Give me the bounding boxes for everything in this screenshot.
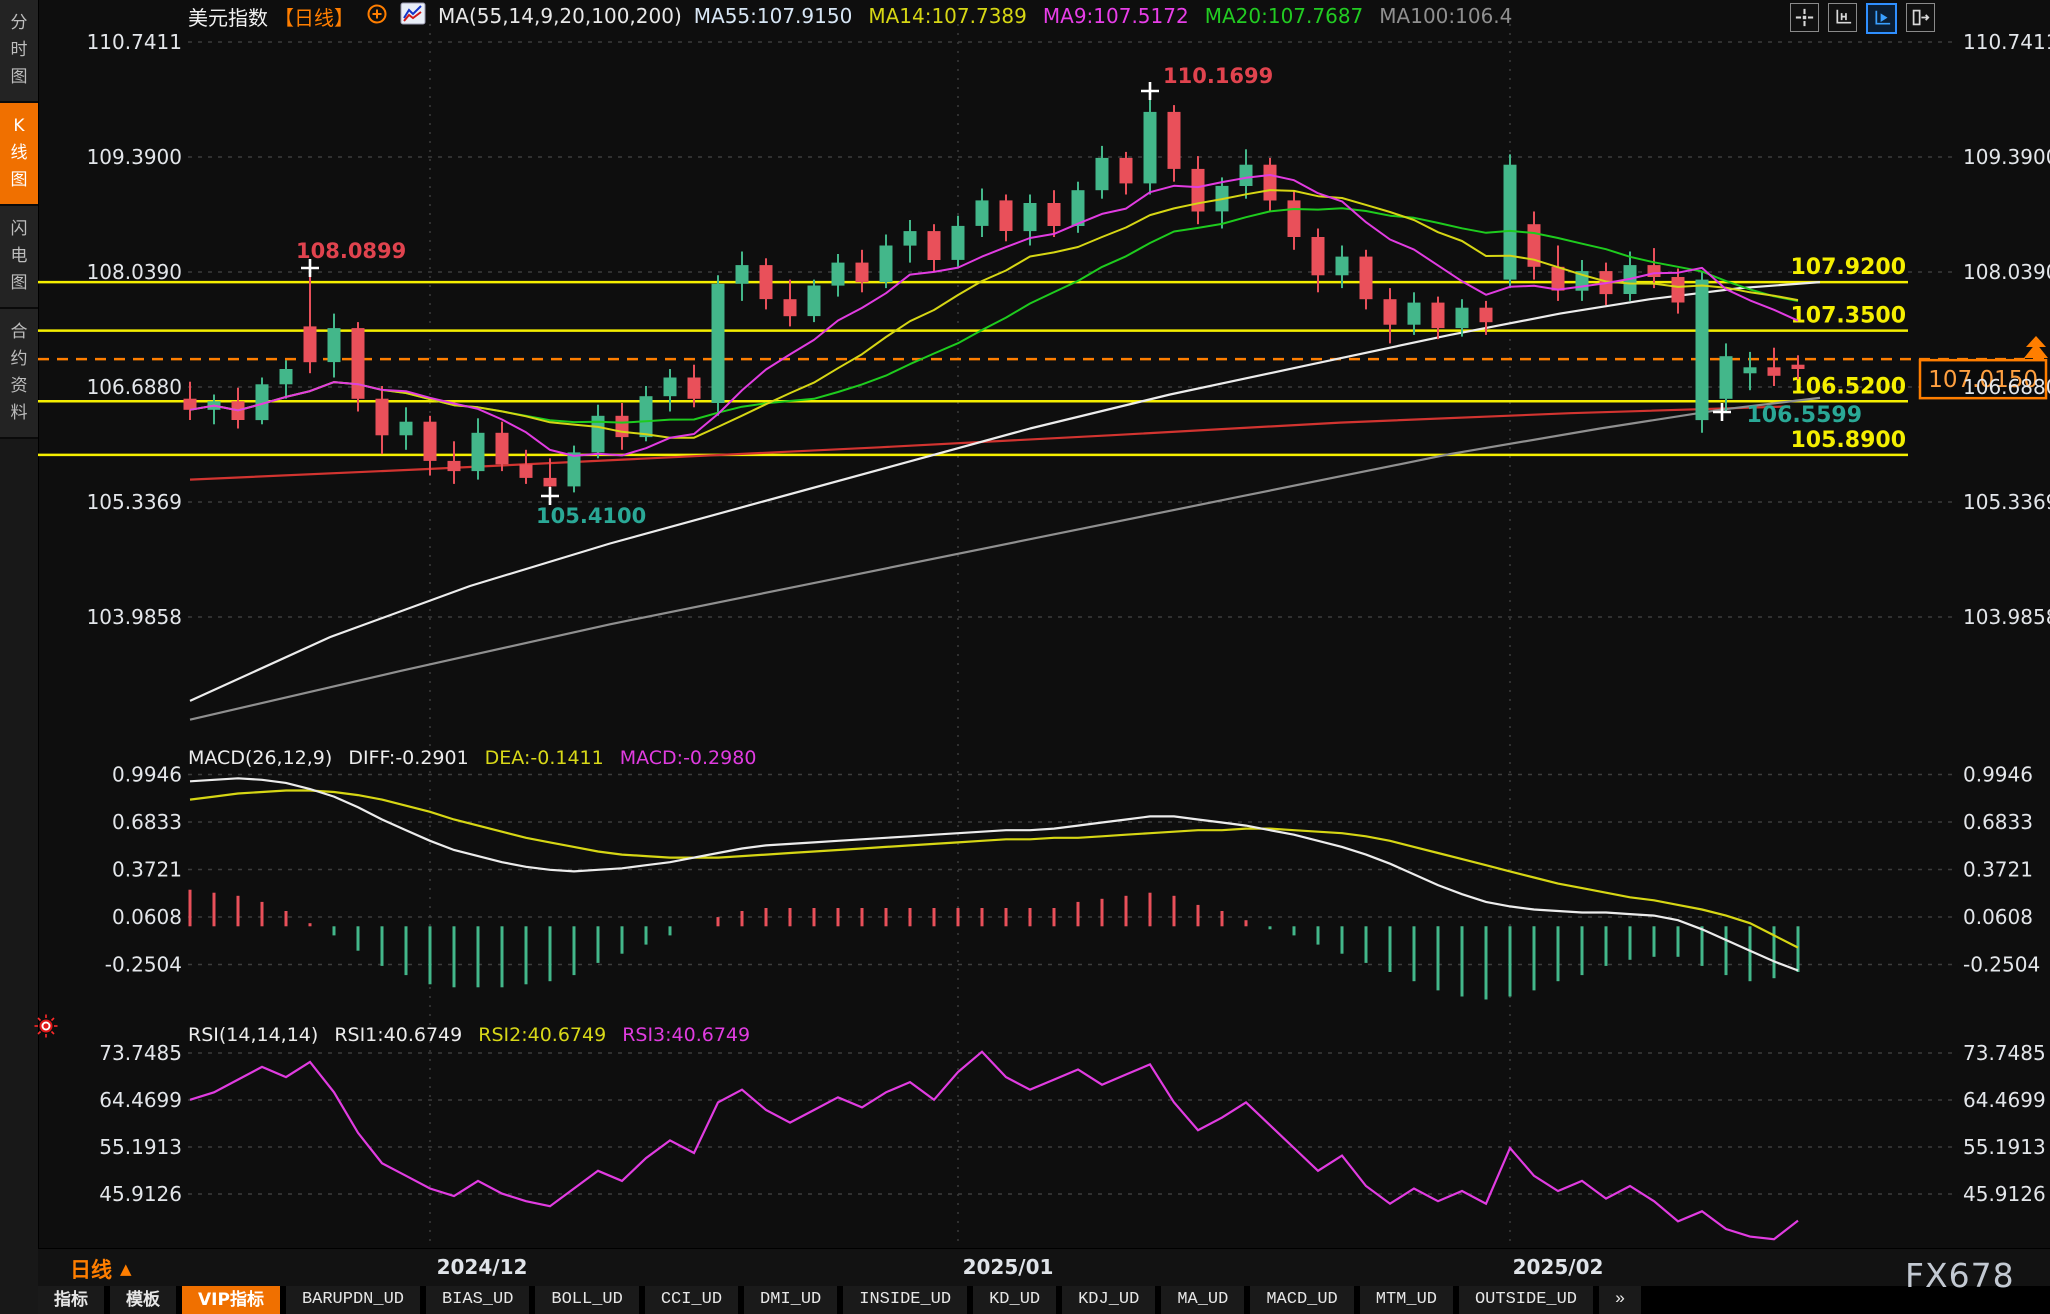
svg-text:0.3721: 0.3721 (112, 858, 182, 882)
triangle-up-icon: ▲ (120, 1260, 132, 1278)
ma-value-1: MA14:107.7389 (868, 4, 1027, 28)
svg-text:64.4699: 64.4699 (1963, 1088, 2046, 1112)
alert-target-icon[interactable] (34, 1014, 58, 1042)
macd-macd-value: MACD:-0.2980 (619, 747, 757, 769)
svg-text:45.9126: 45.9126 (99, 1182, 182, 1206)
date-label-0: 2024/12 (436, 1255, 528, 1279)
period-tag[interactable]: 【日线】 (274, 5, 354, 30)
macd-title: MACD(26,12,9) (188, 747, 333, 769)
svg-text:73.7485: 73.7485 (1963, 1041, 2046, 1065)
period-selector[interactable]: 日线 ▲ (70, 1254, 132, 1284)
svg-text:107.0150: 107.0150 (1928, 367, 2038, 393)
svg-text:0.9946: 0.9946 (1963, 763, 2033, 787)
svg-text:108.0899: 108.0899 (296, 239, 406, 263)
toolbar-item-6[interactable]: CCI_UD (644, 1286, 739, 1314)
sidebar-tab-3[interactable]: 合约资料 (0, 309, 38, 439)
svg-text:-0.2504: -0.2504 (1963, 952, 2040, 976)
toolbar-item-9[interactable]: KD_UD (973, 1286, 1057, 1314)
ma-value-2: MA9:107.5172 (1042, 4, 1189, 28)
svg-text:108.0390: 108.0390 (87, 260, 182, 284)
svg-text:-0.2504: -0.2504 (105, 952, 182, 976)
macd-header: MACD(26,12,9) DIFF:-0.2901 DEA:-0.1411 M… (188, 747, 756, 769)
toolbar-item-11[interactable]: MA_UD (1161, 1286, 1245, 1314)
ma-value-0: MA55:107.9150 (693, 4, 853, 28)
svg-text:109.3900: 109.3900 (87, 145, 182, 169)
rsi-header: RSI(14,14,14) RSI1:40.6749 RSI2:40.6749 … (188, 1024, 750, 1046)
mini-chart-icon[interactable] (400, 2, 426, 30)
axis-play-icon[interactable] (1866, 3, 1897, 34)
svg-text:110.1699: 110.1699 (1163, 64, 1273, 88)
ma-values: MA55:107.9150 MA14:107.7389 MA9:107.5172 MA… (694, 4, 1513, 28)
macd-diff-value: DIFF:-0.2901 (348, 747, 469, 769)
circle-plus-icon[interactable] (366, 3, 388, 30)
toolbar-item-13[interactable]: MTM_UD (1359, 1286, 1453, 1314)
svg-text:103.9858: 103.9858 (1963, 605, 2050, 629)
svg-text:0.0608: 0.0608 (1963, 905, 2033, 929)
ma-settings-label: MA(55,14,9,20,100,200) (438, 4, 682, 28)
svg-text:0.6833: 0.6833 (112, 810, 182, 834)
rsi1-value: RSI1:40.6749 (334, 1024, 463, 1046)
svg-text:109.3900: 109.3900 (1963, 145, 2050, 169)
rsi3-value: RSI3:40.6749 (622, 1024, 751, 1046)
toolbar-item-2[interactable]: VIP指标 (182, 1286, 280, 1314)
collapse-panel-icon[interactable] (1906, 3, 1935, 32)
toolbar-item-0[interactable]: 指标 (38, 1286, 104, 1314)
svg-text:105.3369: 105.3369 (1963, 490, 2050, 514)
svg-text:0.9946: 0.9946 (112, 763, 182, 787)
svg-text:45.9126: 45.9126 (1963, 1182, 2046, 1206)
rsi2-value: RSI2:40.6749 (478, 1024, 607, 1046)
toolbar-item-8[interactable]: INSIDE_UD (843, 1286, 968, 1314)
toolbar-item-14[interactable]: OUTSIDE_UD (1458, 1286, 1594, 1314)
svg-text:55.1913: 55.1913 (1963, 1135, 2046, 1159)
pan-icon[interactable] (1790, 3, 1819, 32)
toolbar-item-4[interactable]: BIAS_UD (425, 1286, 530, 1314)
toolbar-item-7[interactable]: DMI_UD (744, 1286, 838, 1314)
svg-text:0.6833: 0.6833 (1963, 810, 2033, 834)
period-selector-label: 日线 (70, 1258, 112, 1282)
chart-canvas[interactable]: 107.9200 107.3500 106.5200 105.8900 107.0150… (0, 0, 2050, 1250)
svg-text:0.0608: 0.0608 (112, 905, 182, 929)
svg-text:0.3721: 0.3721 (1963, 858, 2033, 882)
ma-value-3: MA20:107.7687 (1204, 4, 1364, 28)
axis-scale-icon[interactable] (1828, 3, 1857, 32)
indicator-toolbar: 指标 模板 VIP指标 BARUPDN_UD BIAS_UD BOLL_UD CCI_UD D… (38, 1286, 2050, 1314)
svg-text:107.3500: 107.3500 (1790, 304, 1906, 329)
toolbar-item-3[interactable]: BARUPDN_UD (285, 1286, 420, 1314)
macd-dea-value: DEA:-0.1411 (484, 747, 604, 769)
svg-text:106.6880: 106.6880 (1963, 375, 2050, 399)
svg-text:55.1913: 55.1913 (99, 1135, 182, 1159)
ma-value-4: MA100:106.4 (1379, 4, 1513, 28)
date-axis: 日线 ▲ 2024/12 2025/01 2025/02 (38, 1248, 2050, 1287)
date-label-1: 2025/01 (962, 1255, 1054, 1279)
svg-text:106.6880: 106.6880 (87, 375, 182, 399)
svg-text:105.4100: 105.4100 (536, 504, 646, 528)
chart-header: 美元指数 【日线】 MA(55,14,9,20,100,200) MA55:10… (188, 2, 1513, 30)
svg-text:110.7411: 110.7411 (1963, 30, 2050, 54)
symbol-title: 美元指数 (188, 5, 268, 30)
sidebar-tab-2[interactable]: 闪电图 (0, 206, 38, 309)
svg-text:107.9200: 107.9200 (1790, 255, 1906, 280)
svg-text:106.5200: 106.5200 (1790, 374, 1906, 399)
svg-text:105.3369: 105.3369 (87, 490, 182, 514)
svg-text:73.7485: 73.7485 (99, 1041, 182, 1065)
sidebar-tab-0[interactable]: 分时图 (0, 0, 38, 103)
toolbar-item-12[interactable]: MACD_UD (1250, 1286, 1354, 1314)
rsi-title: RSI(14,14,14) (188, 1024, 319, 1046)
svg-text:103.9858: 103.9858 (87, 605, 182, 629)
svg-text:110.7411: 110.7411 (87, 30, 182, 54)
toolbar-more-button[interactable]: » (1599, 1286, 1642, 1314)
toolbar-item-10[interactable]: KDJ_UD (1062, 1286, 1156, 1314)
toolbar-item-1[interactable]: 模板 (110, 1286, 176, 1314)
svg-text:64.4699: 64.4699 (99, 1088, 182, 1112)
date-label-2: 2025/02 (1512, 1255, 1604, 1279)
brand-watermark: FX678 (1905, 1256, 2015, 1295)
svg-text:108.0390: 108.0390 (1963, 260, 2050, 284)
svg-text:106.5599: 106.5599 (1746, 403, 1862, 428)
svg-text:105.8900: 105.8900 (1790, 428, 1906, 453)
header-toolbar (1790, 3, 1935, 34)
toolbar-item-5[interactable]: BOLL_UD (535, 1286, 639, 1314)
